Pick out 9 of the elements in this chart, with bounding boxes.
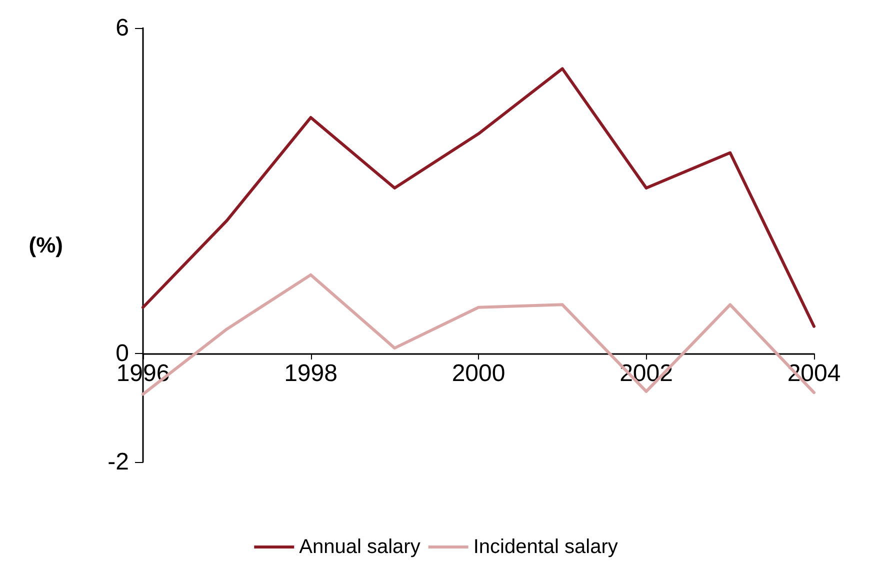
legend-label: Incidental salary xyxy=(473,536,618,558)
legend-label: Annual salary xyxy=(299,536,420,558)
x-tick-label: 2004 xyxy=(787,360,841,387)
x-tick-label: 1998 xyxy=(284,360,338,387)
y-tick-label: 6 xyxy=(116,14,129,42)
line-series xyxy=(142,67,816,328)
y-axis-title: (%) xyxy=(28,232,63,258)
y-tick-label: -2 xyxy=(108,448,129,476)
x-tick-label: 2000 xyxy=(452,360,506,387)
